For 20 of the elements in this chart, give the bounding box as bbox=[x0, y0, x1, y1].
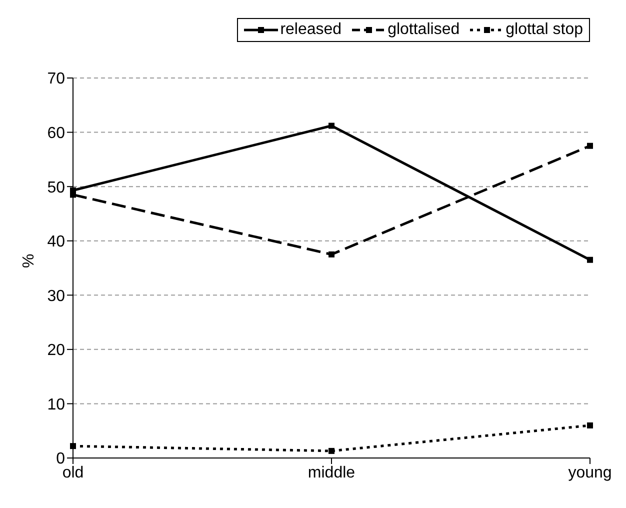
legend-label: released bbox=[280, 21, 342, 39]
point bbox=[328, 251, 334, 258]
point bbox=[587, 142, 593, 149]
point bbox=[587, 422, 593, 428]
point bbox=[587, 256, 593, 263]
y-tick-label: 20 bbox=[47, 342, 66, 360]
point bbox=[328, 122, 334, 129]
point bbox=[70, 443, 76, 450]
y-tick-label: 30 bbox=[47, 288, 66, 305]
legend-label: glottal stop bbox=[506, 21, 583, 39]
x-tick-label: young bbox=[568, 464, 612, 482]
y-tick-label: 50 bbox=[47, 179, 66, 196]
y-tick-label: 60 bbox=[47, 124, 66, 142]
y-tick-label: 40 bbox=[47, 234, 66, 251]
point bbox=[328, 448, 334, 454]
legend-label: glottalised bbox=[388, 21, 460, 39]
y-tick-label: 70 bbox=[47, 70, 66, 88]
y-tick-label: 10 bbox=[47, 396, 66, 414]
y-axis-title: % bbox=[20, 254, 38, 268]
x-tick-label: middle bbox=[308, 464, 356, 482]
